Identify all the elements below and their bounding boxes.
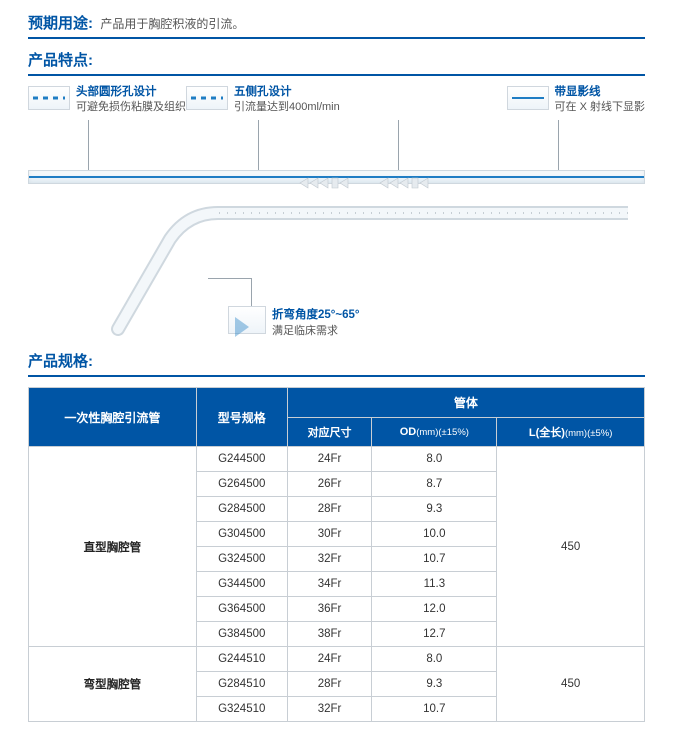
feature-thumb-icon [186, 86, 228, 110]
product-diagram: 折弯角度25°~65° 满足临床需求 [28, 124, 645, 344]
od-cell: 9.3 [372, 497, 497, 522]
size-cell: 28Fr [287, 672, 372, 697]
size-cell: 30Fr [287, 522, 372, 547]
specs-thead: 一次性胸腔引流管 型号规格 管体 对应尺寸 OD(mm)(±15%) L(全长)… [29, 388, 645, 447]
feature-thumb-icon [28, 86, 70, 110]
size-cell: 28Fr [287, 497, 372, 522]
divider [28, 375, 645, 377]
od-cell: 10.7 [372, 547, 497, 572]
intended-use-line: 预期用途: 产品用于胸腔积液的引流。 [28, 12, 645, 33]
col-product: 一次性胸腔引流管 [29, 388, 197, 447]
angle-callout: 折弯角度25°~65° 满足临床需求 [228, 306, 360, 338]
model-cell: G364500 [196, 597, 287, 622]
specs-title-row: 产品规格: [28, 350, 645, 371]
angle-sub: 满足临床需求 [272, 322, 360, 338]
model-cell: G344500 [196, 572, 287, 597]
leader-line [398, 120, 399, 170]
feature-sub: 可避免损伤粘膜及组织 [76, 100, 186, 114]
feature-title: 五侧孔设计 [234, 86, 340, 100]
feature-title: 头部圆形孔设计 [76, 86, 186, 100]
feature-item: 带显影线 可在 X 射线下显影 [507, 86, 645, 114]
col-length-unit: (mm)(±5%) [565, 428, 612, 439]
specs-tbody: 直型胸腔管G24450024Fr8.0450G26450026Fr8.7G284… [29, 447, 645, 722]
col-od-main: OD [400, 426, 417, 438]
table-row: 直型胸腔管G24450024Fr8.0450 [29, 447, 645, 472]
feature-sub: 引流量达到400ml/min [234, 100, 340, 114]
features-title: 产品特点: [28, 52, 93, 69]
specs-title: 产品规格: [28, 353, 93, 370]
od-cell: 11.3 [372, 572, 497, 597]
feature-item: 五侧孔设计 引流量达到400ml/min [186, 86, 340, 114]
features-title-row: 产品特点: [28, 49, 645, 70]
model-cell: G284500 [196, 497, 287, 522]
model-cell: G264500 [196, 472, 287, 497]
category-cell: 弯型胸腔管 [29, 647, 197, 722]
col-od: OD(mm)(±15%) [372, 418, 497, 447]
feature-item: 头部圆形孔设计 可避免损伤粘膜及组织 [28, 86, 186, 114]
divider [28, 74, 645, 76]
feature-callouts: 头部圆形孔设计 可避免损伤粘膜及组织 五侧孔设计 引流量达到400ml/min … [28, 86, 645, 114]
od-cell: 8.0 [372, 647, 497, 672]
model-cell: G244510 [196, 647, 287, 672]
size-cell: 32Fr [287, 547, 372, 572]
model-cell: G304500 [196, 522, 287, 547]
divider [28, 37, 645, 39]
od-cell: 10.0 [372, 522, 497, 547]
col-size: 对应尺寸 [287, 418, 372, 447]
od-cell: 8.7 [372, 472, 497, 497]
col-length: L(全长)(mm)(±5%) [497, 418, 645, 447]
category-cell: 直型胸腔管 [29, 447, 197, 647]
size-cell: 26Fr [287, 472, 372, 497]
leader-line [258, 120, 259, 170]
col-od-unit: (mm)(±15%) [416, 427, 469, 438]
model-cell: G324510 [196, 697, 287, 722]
od-cell: 12.7 [372, 622, 497, 647]
feature-sub: 可在 X 射线下显影 [555, 100, 645, 114]
size-cell: 34Fr [287, 572, 372, 597]
size-cell: 24Fr [287, 647, 372, 672]
angle-title: 折弯角度25°~65° [272, 306, 360, 322]
model-cell: G284510 [196, 672, 287, 697]
col-length-main: L(全长) [529, 427, 565, 439]
size-cell: 38Fr [287, 622, 372, 647]
table-row: 弯型胸腔管G24451024Fr8.0450 [29, 647, 645, 672]
intended-use-label: 预期用途: [28, 15, 93, 32]
feature-text: 带显影线 可在 X 射线下显影 [555, 86, 645, 114]
leader-line [88, 120, 89, 170]
leader-line [208, 278, 252, 279]
intended-use-desc: 产品用于胸腔积液的引流。 [100, 17, 244, 31]
specs-table: 一次性胸腔引流管 型号规格 管体 对应尺寸 OD(mm)(±15%) L(全长)… [28, 387, 645, 722]
length-cell: 450 [497, 447, 645, 647]
leader-line [251, 278, 252, 306]
length-cell: 450 [497, 647, 645, 722]
leader-line [558, 120, 559, 170]
od-cell: 12.0 [372, 597, 497, 622]
feature-title: 带显影线 [555, 86, 645, 100]
angle-thumb-icon [228, 306, 266, 334]
size-cell: 36Fr [287, 597, 372, 622]
connector-illustration [378, 176, 434, 190]
model-cell: G244500 [196, 447, 287, 472]
col-model: 型号规格 [196, 388, 287, 447]
model-cell: G384500 [196, 622, 287, 647]
feature-text: 五侧孔设计 引流量达到400ml/min [234, 86, 340, 114]
model-cell: G324500 [196, 547, 287, 572]
od-cell: 9.3 [372, 672, 497, 697]
od-cell: 10.7 [372, 697, 497, 722]
size-cell: 32Fr [287, 697, 372, 722]
col-group-body: 管体 [287, 388, 644, 418]
od-cell: 8.0 [372, 447, 497, 472]
size-cell: 24Fr [287, 447, 372, 472]
feature-text: 头部圆形孔设计 可避免损伤粘膜及组织 [76, 86, 186, 114]
connector-illustration [298, 176, 354, 190]
feature-thumb-icon [507, 86, 549, 110]
